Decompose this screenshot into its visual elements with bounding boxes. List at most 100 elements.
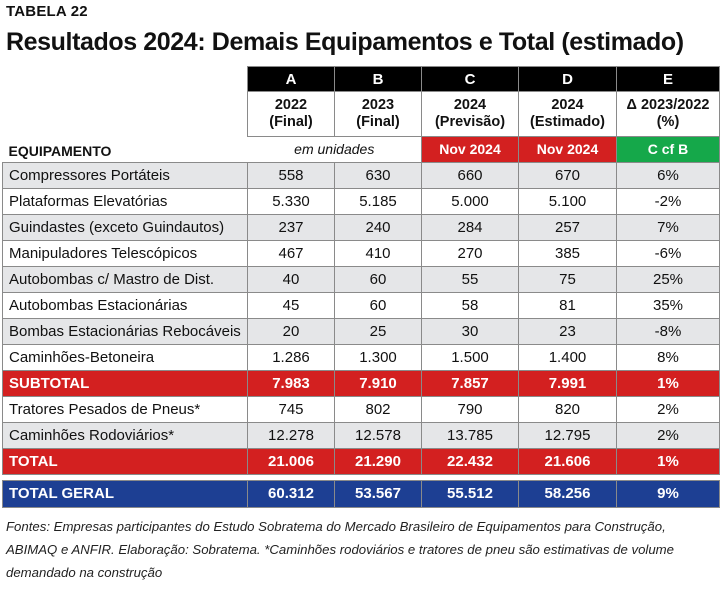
row-label: Guindastes (exceto Guindautos) [2,213,248,241]
column-header-a: 2022 (Final) [247,91,335,137]
cell-d: 58.256 [518,479,617,508]
cell-d: 385 [518,239,617,267]
table-number: TABELA 22 [6,3,88,20]
cell-e: -6% [616,239,720,267]
row-label: TOTAL [2,447,248,475]
subtotal-row: SUBTOTAL 7.983 7.910 7.857 7.991 1% [2,369,720,397]
cell-e: 8% [616,343,720,371]
cell-b: 7.910 [334,369,422,397]
corner-cell [2,66,248,92]
row-label: Caminhões-Betoneira [2,343,248,371]
cell-b: 21.290 [334,447,422,475]
table-row: Tratores Pesados de Pneus* 745 802 790 820 2% [2,395,720,423]
cell-b: 60 [334,265,422,293]
spacer-cell [2,474,720,480]
table-row: Guindastes (exceto Guindautos) 237 240 284 2… [2,213,720,241]
cell-c: 270 [421,239,519,267]
c-period-tag: Nov 2024 [421,136,519,163]
cell-c: 284 [421,213,519,241]
cell-b: 53.567 [334,479,422,508]
column-header-d: 2024 (Estimado) [518,91,617,137]
cell-c: 55 [421,265,519,293]
cell-e: 2% [616,421,720,449]
cell-a: 467 [247,239,335,267]
cell-a: 5.330 [247,187,335,215]
row-label: TOTAL GERAL [2,479,248,508]
cell-e: 7% [616,213,720,241]
cell-d: 21.606 [518,447,617,475]
cell-e: 1% [616,447,720,475]
cell-e: 35% [616,291,720,319]
cell-c: 790 [421,395,519,423]
cell-e: -8% [616,317,720,345]
cell-b: 240 [334,213,422,241]
cell-a: 20 [247,317,335,345]
cell-b: 410 [334,239,422,267]
column-letter: A [247,66,335,92]
e-compare-tag: C cf B [616,136,720,163]
row-label: SUBTOTAL [2,369,248,397]
column-letter: D [518,66,617,92]
d-period-tag: Nov 2024 [518,136,617,163]
table-row: Bombas Estacionárias Rebocáveis 20 25 30 23-… [2,317,720,345]
cell-c: 22.432 [421,447,519,475]
cell-a: 745 [247,395,335,423]
cell-e: -2% [616,187,720,215]
cell-d: 12.795 [518,421,617,449]
cell-e: 25% [616,265,720,293]
cell-a: 237 [247,213,335,241]
column-header-e: Δ 2023/2022 (%) [616,91,720,137]
cell-d: 7.991 [518,369,617,397]
column-letters-row: A B C D E [2,66,720,92]
cell-d: 1.400 [518,343,617,371]
cell-c: 30 [421,317,519,345]
table-row: Autobombas c/ Mastro de Dist. 40 60 55 75 25% [2,265,720,293]
cell-b: 25 [334,317,422,345]
table-row: Autobombas Estacionárias 45 60 58 81 35% [2,291,720,319]
row-label: Tratores Pesados de Pneus* [2,395,248,423]
cell-a: 12.278 [247,421,335,449]
cell-c: 660 [421,161,519,189]
cell-c: 13.785 [421,421,519,449]
total-row: TOTAL 21.006 21.290 22.432 21.606 1% [2,447,720,475]
column-letter: E [616,66,720,92]
cell-e: 6% [616,161,720,189]
row-label: Plataformas Elevatórias [2,187,248,215]
row-label: Autobombas Estacionárias [2,291,248,319]
column-letter: B [334,66,422,92]
cell-a: 1.286 [247,343,335,371]
cell-d: 820 [518,395,617,423]
results-table: A B C D E 2022 (Final) 2023 (Final) 2024 (P… [2,66,720,508]
cell-b: 5.185 [334,187,422,215]
column-header-b: 2023 (Final) [334,91,422,137]
equipment-header: EQUIPAMENTO [8,142,112,159]
column-header-c: 2024 (Previsão) [421,91,519,137]
cell-b: 802 [334,395,422,423]
page-title: Resultados 2024: Demais Equipamentos e T… [6,28,684,56]
row-label: Manipuladores Telescópicos [2,239,248,267]
cell-e: 1% [616,369,720,397]
row-label: Autobombas c/ Mastro de Dist. [2,265,248,293]
table-row: Caminhões Rodoviários* 12.278 12.578 13.785… [2,421,720,449]
table-row: Plataformas Elevatórias 5.330 5.185 5.000 5.… [2,187,720,215]
table-row: Compressores Portáteis 558 630 660 670 6% [2,161,720,189]
cell-a: 7.983 [247,369,335,397]
column-letter: C [421,66,519,92]
column-years-row: 2022 (Final) 2023 (Final) 2024 (Previsão) 2… [3,91,720,137]
table-row: Manipuladores Telescópicos 467 410 270 385 -6… [2,239,720,267]
cell-c: 55.512 [421,479,519,508]
cell-c: 1.500 [421,343,519,371]
cell-a: 45 [247,291,335,319]
cell-b: 60 [334,291,422,319]
cell-e: 9% [616,479,720,508]
cell-a: 558 [247,161,335,189]
cell-a: 60.312 [247,479,335,508]
cell-a: 21.006 [247,447,335,475]
row-spacer [2,474,720,480]
cell-d: 670 [518,161,617,189]
corner-cell [3,92,248,137]
cell-c: 7.857 [421,369,519,397]
cell-d: 75 [518,265,617,293]
units-row: EQUIPAMENTO em unidades Nov 2024 Nov 202… [3,136,720,163]
cell-b: 630 [334,161,422,189]
